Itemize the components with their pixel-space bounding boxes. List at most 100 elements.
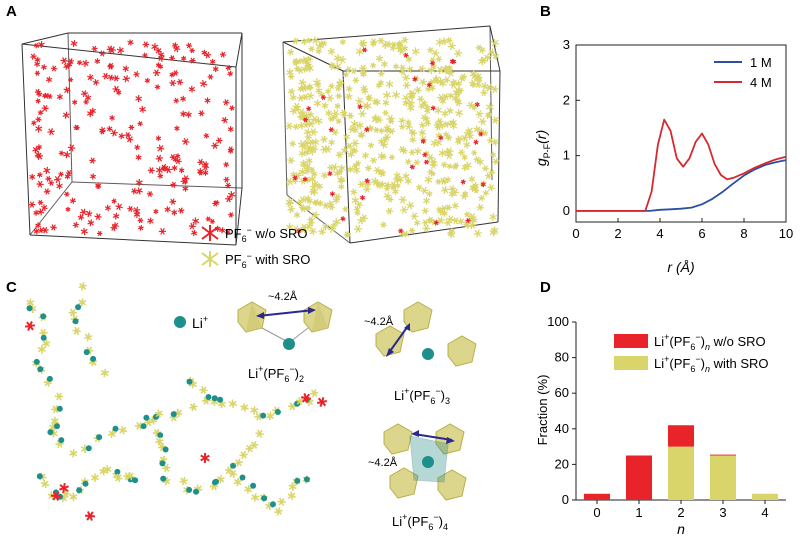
pf6-molecule-icon <box>315 41 324 51</box>
pf6-molecule-icon <box>209 218 216 225</box>
pf6-molecule-icon <box>110 224 118 232</box>
pf6-molecule-icon <box>250 406 259 415</box>
cluster-2-pre: Li <box>248 366 258 381</box>
octahedron-icon <box>383 423 413 455</box>
octahedron-icon <box>437 469 467 501</box>
pf6-molecule-icon <box>346 112 354 120</box>
chart-b-series-1m <box>576 159 787 212</box>
cluster-4-post: ) <box>439 514 443 529</box>
distance-label-2: ~4.2Å <box>268 290 298 303</box>
pf6-molecule-icon <box>483 53 492 62</box>
pf6-molecule-icon <box>419 78 428 87</box>
pf6-molecule-icon <box>398 145 406 153</box>
pf6-molecule-icon <box>473 139 479 145</box>
pf6-molecule-icon <box>445 134 453 142</box>
li-ion-icon <box>422 348 434 360</box>
pf6-molecule-icon <box>95 182 102 189</box>
pf6-molecule-icon <box>155 154 163 163</box>
pf6-molecule-icon <box>311 211 320 220</box>
pf6-molecule-icon <box>428 78 435 86</box>
pf6-molecule-icon <box>180 110 187 118</box>
pf6-molecule-icon <box>191 229 198 237</box>
pf6-molecule-icon <box>288 402 297 411</box>
pf6-molecule-icon <box>288 482 297 492</box>
pf6-molecule-icon <box>475 110 484 118</box>
pf6-molecule-icon <box>212 66 219 73</box>
pf6-molecule-icon <box>28 201 36 208</box>
legend-a-label-1-sup: − <box>247 225 252 235</box>
pf6-molecule-icon <box>228 190 236 199</box>
pf6-molecule-icon <box>331 128 339 136</box>
pf6-molecule-icon <box>72 326 81 336</box>
pf6-molecule-icon <box>423 197 430 205</box>
pf6-molecule-icon <box>287 48 295 56</box>
pf6-molecule-icon <box>404 158 412 166</box>
pf6-molecule-icon <box>381 60 388 68</box>
pf6-molecule-icon <box>209 58 216 65</box>
pf6-molecule-icon <box>365 93 373 102</box>
pf6-molecule-icon <box>97 230 103 237</box>
pf6-molecule-icon <box>375 82 383 89</box>
pf6-molecule-icon <box>60 57 68 65</box>
pf6-molecule-icon <box>228 399 237 408</box>
pf6-molecule-icon <box>334 102 341 110</box>
pf6-molecule-icon <box>304 62 313 71</box>
pf6-molecule-icon <box>169 79 177 87</box>
pf6-molecule-icon <box>323 145 332 154</box>
pf6-molecule-icon <box>189 402 198 412</box>
legend-d-2-tail: with SRO <box>710 356 769 371</box>
pf6-molecule-icon <box>234 458 243 467</box>
pf6-molecule-icon <box>43 166 51 175</box>
pf6-molecule-icon <box>228 212 234 218</box>
chart-b: 0 2 4 6 8 10 0 1 2 3 <box>563 37 793 241</box>
pf6-molecule-icon <box>417 95 425 103</box>
pf6-molecule-icon <box>33 42 40 49</box>
panel-b: 0 2 4 6 8 10 0 1 2 3 gP-F(r) r (Å) 1 M 4 M <box>533 37 793 275</box>
li-label-main: Li <box>192 315 203 331</box>
chart-d-bar-without-sro-2 <box>667 425 695 447</box>
pf6-molecule-icon <box>94 58 101 65</box>
pf6-molecule-icon <box>41 204 48 211</box>
pf6-molecule-icon <box>201 163 210 171</box>
pf6-molecule-icon <box>404 122 413 131</box>
pf6-molecule-icon <box>38 227 44 234</box>
legend-d-1-sup1: + <box>664 332 669 342</box>
li-ion-icon <box>112 425 119 432</box>
pf6-molecule-icon <box>85 511 95 521</box>
pf6-molecule-icon <box>58 150 65 156</box>
pf6-molecule-icon <box>293 211 301 219</box>
pf6-molecule-icon <box>305 37 313 44</box>
pf6-molecule-icon <box>357 180 366 188</box>
pf6-molecule-icon <box>424 120 431 127</box>
pf6-molecule-icon <box>239 450 248 460</box>
cluster-network <box>24 282 328 521</box>
pf6-molecule-icon <box>454 90 461 97</box>
pf6-molecule-icon <box>414 86 422 94</box>
li-ion-icon <box>159 460 166 467</box>
pf6-molecule-icon <box>482 189 490 197</box>
legend-d-swatch-with-sro <box>614 356 648 370</box>
legend-d-1-sup2: − <box>695 332 700 342</box>
pf6-molecule-icon <box>315 87 323 95</box>
cluster-li-pf6-3: ~4.2Å Li+(PF6−)3 <box>364 301 477 406</box>
pf6-molecule-icon <box>363 185 371 193</box>
pf6-molecule-icon <box>64 191 70 197</box>
pf6-molecule-icon <box>446 163 453 170</box>
pf6-molecule-icon <box>311 138 320 147</box>
pf6-molecule-icon <box>266 411 275 421</box>
pf6-molecule-icon <box>383 124 392 132</box>
cluster-4-pre: Li <box>392 514 402 529</box>
pf6-molecule-icon <box>362 47 368 53</box>
cluster-4-mid: (PF <box>407 514 428 529</box>
pf6-molecule-icon <box>174 157 182 165</box>
pf6-molecule-icon <box>154 409 164 418</box>
pf6-molecule-icon <box>302 57 310 66</box>
svg-text:PF6− w/o SRO: PF6− w/o SRO <box>225 225 308 244</box>
pf6-molecule-icon <box>50 65 58 72</box>
pf6-molecule-icon <box>332 218 341 227</box>
chart-d-xtick-label: 4 <box>761 505 768 520</box>
pf6-molecule-icon <box>443 131 450 138</box>
pf6-molecule-icon <box>147 167 155 174</box>
pf6-molecule-icon <box>429 158 438 166</box>
